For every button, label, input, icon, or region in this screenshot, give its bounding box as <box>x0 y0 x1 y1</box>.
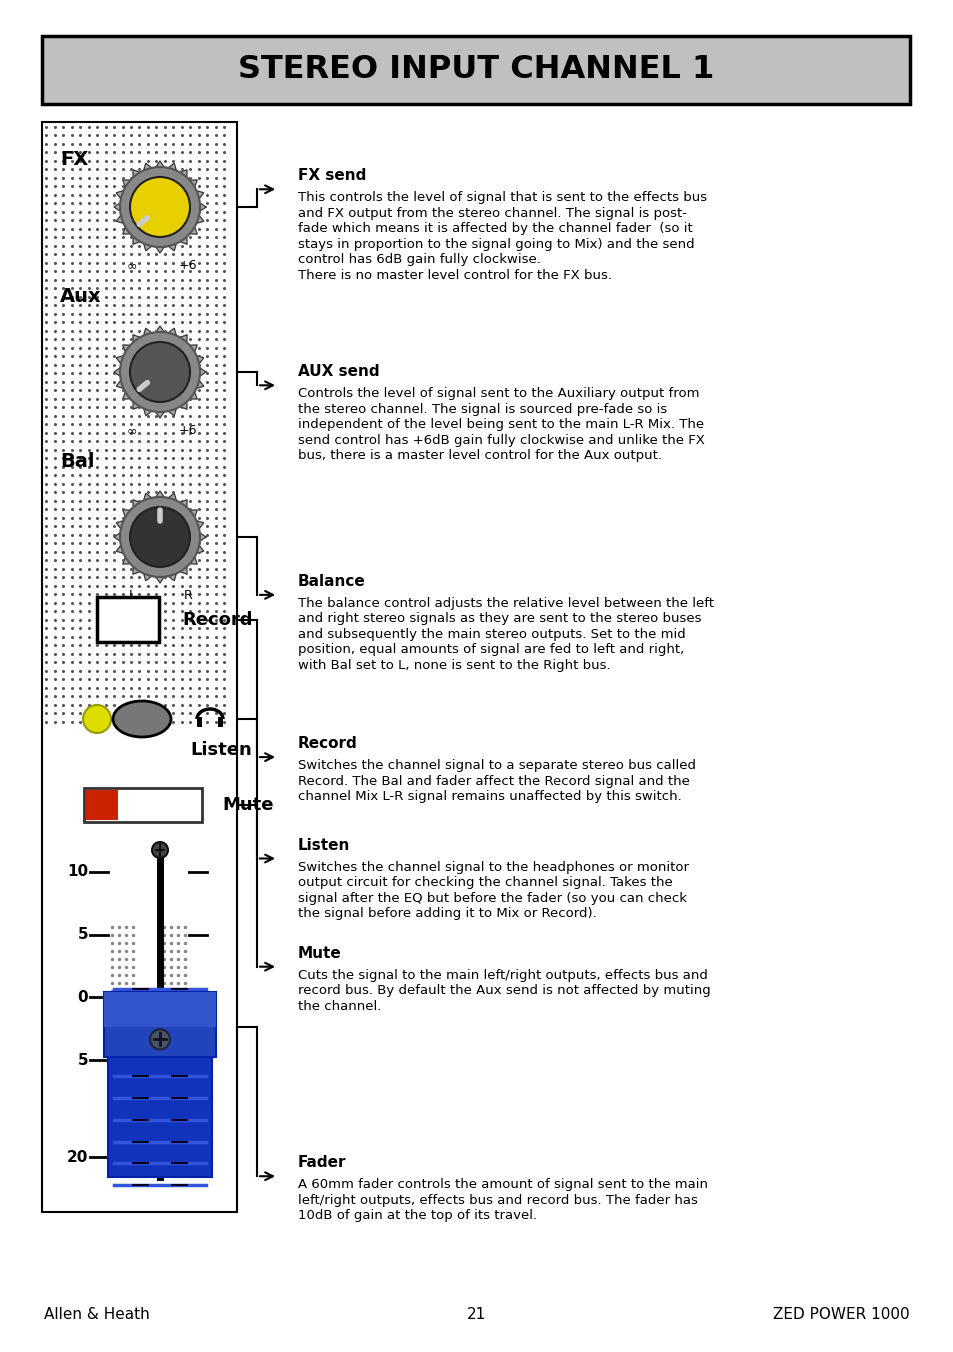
Text: Record. The Bal and fader affect the Record signal and the: Record. The Bal and fader affect the Rec… <box>297 775 689 788</box>
Text: +6: +6 <box>178 425 197 437</box>
Text: Mute: Mute <box>222 796 274 814</box>
Text: bus, there is a master level control for the Aux output.: bus, there is a master level control for… <box>297 449 661 462</box>
Text: FX send: FX send <box>297 168 366 184</box>
Text: 10: 10 <box>67 864 88 880</box>
Text: Fader: Fader <box>297 1155 346 1171</box>
Circle shape <box>120 498 200 577</box>
Text: Record: Record <box>297 735 357 752</box>
Text: +6: +6 <box>178 260 197 272</box>
Circle shape <box>130 342 190 402</box>
Text: stays in proportion to the signal going to Mix) and the send: stays in proportion to the signal going … <box>297 238 694 250</box>
Text: 21: 21 <box>467 1307 486 1322</box>
Text: 5: 5 <box>77 927 88 942</box>
Text: with Bal set to L, none is sent to the Right bus.: with Bal set to L, none is sent to the R… <box>297 658 610 672</box>
Text: Mute: Mute <box>297 945 341 961</box>
Text: the channel.: the channel. <box>297 999 381 1013</box>
Polygon shape <box>113 491 206 583</box>
Text: position, equal amounts of signal are fed to left and right,: position, equal amounts of signal are fe… <box>297 644 683 656</box>
Text: Balance: Balance <box>297 573 365 589</box>
Bar <box>218 717 223 727</box>
Text: Switches the channel signal to the headphones or monitor: Switches the channel signal to the headp… <box>297 860 688 873</box>
Polygon shape <box>113 161 206 253</box>
Circle shape <box>83 704 111 733</box>
Text: ∞: ∞ <box>127 260 137 272</box>
Text: ∞: ∞ <box>127 425 137 437</box>
Text: record bus. By default the Aux send is not affected by muting: record bus. By default the Aux send is n… <box>297 984 710 998</box>
Bar <box>42 37 909 104</box>
Circle shape <box>152 842 168 859</box>
Circle shape <box>130 507 190 566</box>
Text: the signal before adding it to Mix or Record).: the signal before adding it to Mix or Re… <box>297 907 597 919</box>
Polygon shape <box>113 326 206 418</box>
Text: There is no master level control for the FX bus.: There is no master level control for the… <box>297 269 612 281</box>
Bar <box>86 790 118 821</box>
Text: channel Mix L-R signal remains unaffected by this switch.: channel Mix L-R signal remains unaffecte… <box>297 790 681 803</box>
Bar <box>196 717 202 727</box>
Bar <box>84 788 202 822</box>
Text: left/right outputs, effects bus and record bus. The fader has: left/right outputs, effects bus and reco… <box>297 1194 698 1207</box>
Bar <box>108 998 212 1178</box>
Text: Record: Record <box>182 611 253 629</box>
Text: Cuts the signal to the main left/right outputs, effects bus and: Cuts the signal to the main left/right o… <box>297 968 707 982</box>
Text: A 60mm fader controls the amount of signal sent to the main: A 60mm fader controls the amount of sign… <box>297 1178 707 1191</box>
Bar <box>97 598 159 642</box>
Circle shape <box>130 177 190 237</box>
Circle shape <box>120 168 200 247</box>
Text: and FX output from the stereo channel. The signal is post-: and FX output from the stereo channel. T… <box>297 207 686 220</box>
Text: output circuit for checking the channel signal. Takes the: output circuit for checking the channel … <box>297 876 672 890</box>
Text: Switches the channel signal to a separate stereo bus called: Switches the channel signal to a separat… <box>297 758 696 772</box>
Text: AUX send: AUX send <box>297 364 379 380</box>
Text: R: R <box>183 589 193 602</box>
Text: 20: 20 <box>67 1149 88 1164</box>
Text: independent of the level being sent to the main L-R Mix. The: independent of the level being sent to t… <box>297 418 703 431</box>
Text: fade which means it is affected by the channel fader  (so it: fade which means it is affected by the c… <box>297 222 692 235</box>
Text: Allen & Heath: Allen & Heath <box>44 1307 150 1322</box>
Text: Controls the level of signal sent to the Auxiliary output from: Controls the level of signal sent to the… <box>297 387 699 400</box>
Text: Listen: Listen <box>297 837 350 853</box>
Text: and subsequently the main stereo outputs. Set to the mid: and subsequently the main stereo outputs… <box>297 627 685 641</box>
Text: control has 6dB gain fully clockwise.: control has 6dB gain fully clockwise. <box>297 253 540 266</box>
Text: The balance control adjusts the relative level between the left: The balance control adjusts the relative… <box>297 596 713 610</box>
Text: This controls the level of signal that is sent to the effects bus: This controls the level of signal that i… <box>297 191 706 204</box>
Text: and right stereo signals as they are sent to the stereo buses: and right stereo signals as they are sen… <box>297 612 700 626</box>
Text: 5: 5 <box>77 1053 88 1068</box>
Bar <box>104 992 215 1057</box>
Bar <box>42 122 236 1211</box>
Circle shape <box>120 333 200 412</box>
Text: Aux: Aux <box>60 287 102 306</box>
Text: 0: 0 <box>77 990 88 1005</box>
Ellipse shape <box>112 700 171 737</box>
Text: the stereo channel. The signal is sourced pre-fade so is: the stereo channel. The signal is source… <box>297 403 666 416</box>
Text: ZED POWER 1000: ZED POWER 1000 <box>773 1307 909 1322</box>
Text: L: L <box>129 589 135 602</box>
Text: STEREO INPUT CHANNEL 1: STEREO INPUT CHANNEL 1 <box>237 54 714 85</box>
Text: send control has +6dB gain fully clockwise and unlike the FX: send control has +6dB gain fully clockwi… <box>297 434 704 446</box>
Bar <box>104 992 215 1028</box>
Text: Bal: Bal <box>60 452 94 470</box>
Text: 10dB of gain at the top of its travel.: 10dB of gain at the top of its travel. <box>297 1209 537 1222</box>
Text: FX: FX <box>60 150 89 169</box>
Circle shape <box>150 1029 170 1049</box>
Text: Listen: Listen <box>190 741 252 758</box>
Text: signal after the EQ but before the fader (so you can check: signal after the EQ but before the fader… <box>297 891 686 904</box>
